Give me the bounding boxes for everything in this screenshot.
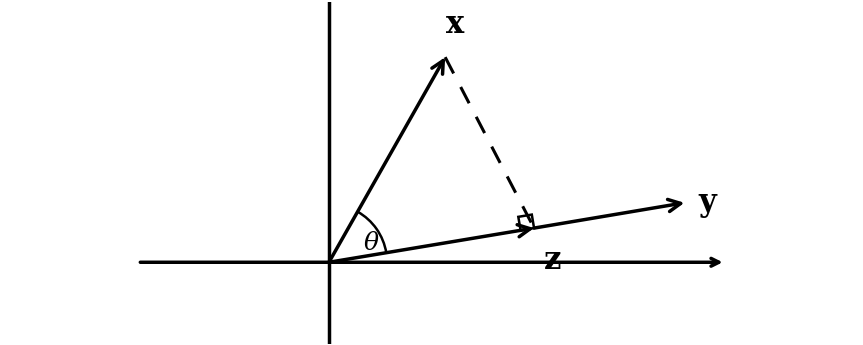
Text: z: z xyxy=(545,245,562,276)
Text: θ: θ xyxy=(364,231,379,255)
Text: x: x xyxy=(446,9,464,40)
Text: y: y xyxy=(698,187,716,218)
